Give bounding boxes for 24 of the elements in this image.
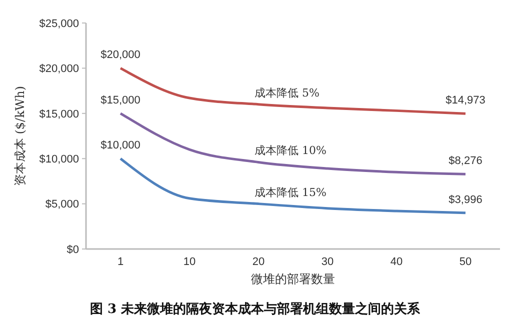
y-axis-title: 资本成本 ($/kWh) [13, 86, 27, 186]
y-tick-label: $20,000 [39, 63, 79, 76]
x-tick-label: 1 [117, 256, 124, 268]
data-label: $20,000 [100, 49, 140, 62]
x-tick-label: 30 [321, 256, 334, 268]
x-tick-label: 50 [459, 256, 472, 268]
x-tick-label: 40 [390, 256, 403, 268]
series-label: 成本降低 10% [254, 144, 326, 158]
y-tick-label: $25,000 [39, 18, 79, 30]
data-label: $8,276 [448, 155, 482, 168]
data-label: $15,000 [100, 94, 140, 106]
text: 图 3 未来微堆的隔夜资本成本与部署机组数量之间的关系 [90, 301, 422, 317]
y-tick-label: $5,000 [45, 198, 79, 211]
data-label: $3,996 [448, 194, 482, 206]
y-tick-label: $0 [66, 244, 79, 256]
y-tick-label: $10,000 [39, 153, 79, 166]
x-tick-label: 20 [252, 256, 265, 268]
data-label: $14,973 [446, 94, 486, 107]
y-tick-label: $15,000 [39, 108, 79, 120]
x-axis-title: 微堆的部署数量 [251, 272, 335, 286]
data-label: $10,000 [100, 140, 140, 152]
series-label: 成本降低 5% [254, 86, 320, 100]
series-label: 成本降低 15% [254, 186, 326, 199]
x-tick-label: 10 [183, 256, 196, 268]
